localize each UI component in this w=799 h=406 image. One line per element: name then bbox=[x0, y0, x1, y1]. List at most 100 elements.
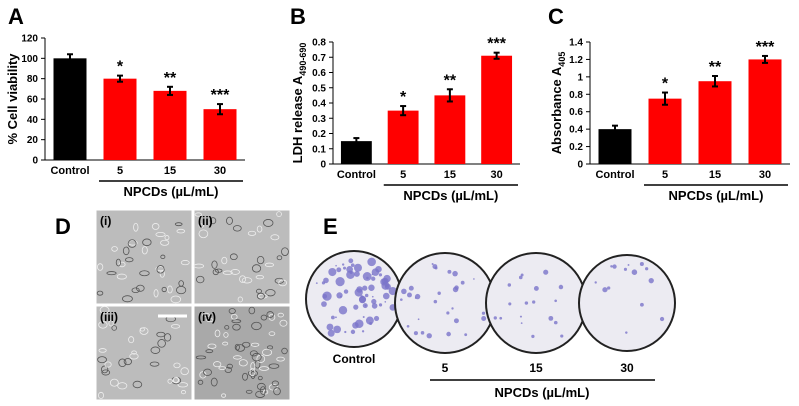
cell bbox=[263, 219, 274, 227]
colony bbox=[400, 298, 403, 301]
colony bbox=[437, 291, 441, 295]
cell bbox=[276, 211, 282, 218]
cell bbox=[231, 319, 242, 324]
cell bbox=[267, 345, 274, 350]
x-tick-label: 30 bbox=[759, 169, 771, 181]
y-tick-label: 100 bbox=[21, 54, 38, 65]
colony bbox=[362, 285, 368, 291]
significance: ** bbox=[709, 59, 722, 76]
colony bbox=[532, 300, 536, 304]
colony bbox=[481, 311, 486, 315]
colony bbox=[378, 303, 383, 307]
cell bbox=[239, 275, 247, 283]
cell bbox=[139, 327, 149, 335]
cell bbox=[161, 286, 167, 293]
colony bbox=[350, 329, 356, 335]
colony bbox=[348, 258, 354, 264]
cell bbox=[109, 378, 119, 387]
cell bbox=[281, 347, 288, 355]
colony bbox=[481, 316, 487, 321]
panel-label: D bbox=[55, 214, 71, 239]
colony bbox=[645, 267, 649, 271]
colony bbox=[346, 265, 353, 273]
colony bbox=[341, 263, 345, 266]
dish-label: Control bbox=[333, 352, 376, 366]
cell bbox=[170, 324, 181, 329]
cell bbox=[226, 216, 233, 225]
y-tick-label: 0.8 bbox=[312, 38, 326, 49]
y-axis-label: % Cell viability bbox=[5, 53, 20, 145]
cell bbox=[116, 273, 127, 280]
error-bar bbox=[117, 74, 123, 83]
cell bbox=[259, 366, 270, 371]
x-tick-label: 5 bbox=[117, 165, 123, 177]
cell bbox=[129, 353, 139, 360]
colony bbox=[371, 303, 378, 309]
cell bbox=[270, 234, 280, 241]
cell bbox=[242, 372, 249, 381]
colony bbox=[356, 286, 363, 293]
cell bbox=[247, 230, 257, 236]
colony bbox=[365, 316, 374, 325]
colony bbox=[349, 271, 353, 275]
significance: * bbox=[662, 76, 669, 93]
colony bbox=[464, 333, 468, 337]
cell bbox=[266, 311, 274, 318]
colony bbox=[371, 276, 376, 281]
y-tick-label: 0.8 bbox=[569, 90, 583, 101]
micrograph bbox=[193, 209, 291, 305]
error-bar bbox=[712, 74, 718, 88]
cell bbox=[160, 239, 170, 246]
cell bbox=[98, 391, 105, 399]
x-tick-label: 5 bbox=[400, 169, 406, 181]
bar bbox=[748, 59, 782, 164]
colony bbox=[362, 316, 365, 319]
cell bbox=[163, 333, 172, 342]
dish-label: 30 bbox=[620, 361, 634, 375]
cell bbox=[232, 225, 242, 232]
cell bbox=[214, 329, 221, 338]
cell bbox=[224, 366, 232, 373]
error-bar bbox=[612, 124, 618, 134]
colony bbox=[452, 270, 458, 277]
colony bbox=[520, 322, 523, 325]
y-axis-label-sub: 405 bbox=[557, 52, 567, 67]
cell bbox=[123, 358, 132, 366]
cell bbox=[176, 285, 187, 295]
cell bbox=[194, 212, 203, 217]
cell bbox=[203, 368, 212, 376]
cell bbox=[201, 312, 210, 318]
colony bbox=[354, 319, 364, 329]
cell bbox=[274, 277, 285, 284]
image-label: (i) bbox=[100, 214, 111, 228]
colony bbox=[315, 282, 318, 285]
cell bbox=[230, 314, 238, 320]
colony bbox=[627, 264, 630, 266]
colony bbox=[453, 318, 459, 324]
cell bbox=[127, 239, 137, 248]
bar bbox=[698, 81, 732, 164]
cell bbox=[238, 359, 248, 367]
y-tick-label: 0.6 bbox=[312, 68, 326, 79]
colony bbox=[368, 284, 375, 291]
colony bbox=[531, 334, 535, 339]
colony bbox=[327, 329, 335, 337]
y-tick-label: 120 bbox=[21, 34, 38, 45]
bar bbox=[53, 58, 87, 161]
colony bbox=[361, 330, 365, 333]
cell bbox=[250, 342, 260, 347]
cell bbox=[281, 247, 289, 256]
significance: ** bbox=[444, 72, 457, 89]
y-tick-label: 0.4 bbox=[569, 125, 583, 136]
cell bbox=[221, 393, 227, 398]
y-axis-label: Absorbance A405 bbox=[549, 52, 567, 155]
colony bbox=[639, 261, 644, 267]
colony bbox=[610, 265, 613, 268]
y-axis-label-main: LDH release A bbox=[290, 75, 305, 163]
x-tick-label: Control bbox=[337, 169, 376, 181]
cell bbox=[118, 358, 127, 368]
image-label: (ii) bbox=[198, 214, 213, 228]
colony bbox=[518, 275, 523, 280]
colony bbox=[338, 306, 348, 315]
colony bbox=[366, 276, 369, 280]
